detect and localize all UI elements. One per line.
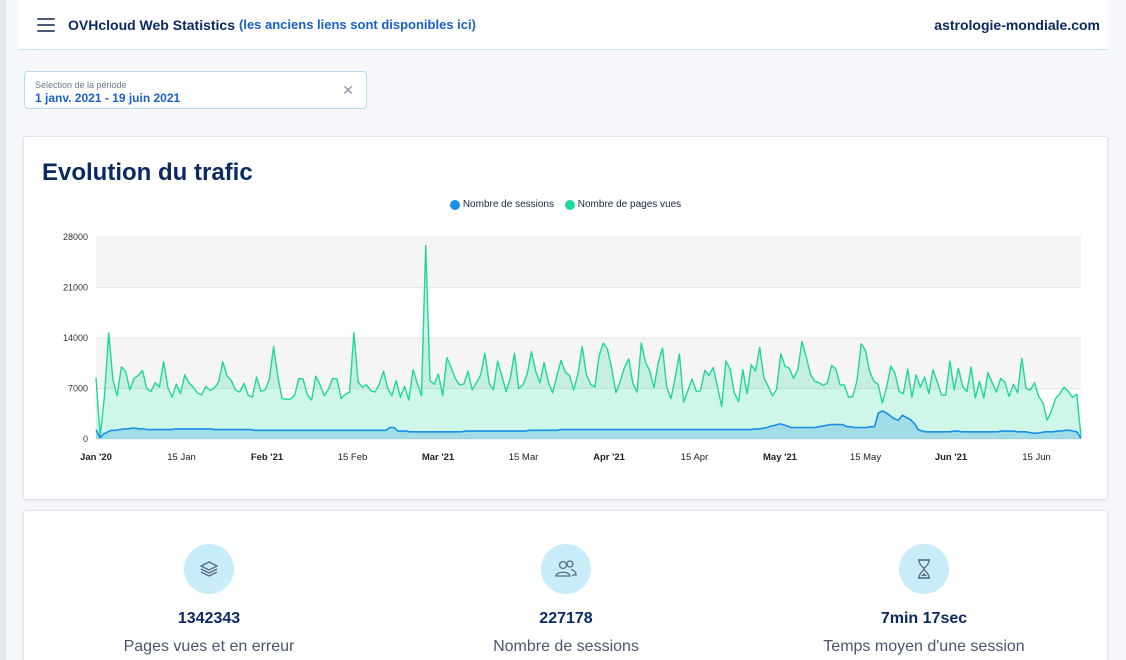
y-tick-label: 0 — [83, 434, 88, 444]
x-tick-label: 15 Jan — [167, 452, 196, 463]
period-selector[interactable]: Sélection de la période 1 janv. 2021 - 1… — [24, 71, 367, 109]
stat-label-pageviews: Pages vues et en erreur — [123, 638, 295, 655]
stat-value-sessions: 227178 — [539, 610, 593, 627]
stat-pageviews: 1342343 Pages vues et en erreur — [59, 511, 359, 656]
x-tick-label: Mar '21 — [422, 452, 455, 463]
hourglass-icon — [899, 544, 949, 594]
area-nombre-de-sessions — [96, 410, 1081, 439]
legend-label-pageviews: Nombre de pages vues — [577, 199, 682, 210]
left-sidebar-edge — [0, 0, 6, 660]
x-tick-label: Jan '20 — [80, 452, 112, 463]
site-name: astrologie-mondiale.com — [934, 16, 1100, 33]
legend-dot-sessions — [449, 199, 460, 210]
line-nombre-de-sessions — [95, 410, 1082, 439]
legacy-links-link[interactable]: (les anciens liens sont disponibles ici) — [239, 17, 476, 32]
period-label: Sélection de la période — [35, 80, 127, 90]
x-tick-label: May '21 — [763, 452, 798, 463]
y-tick-label: 21000 — [63, 283, 88, 293]
legend-item-pageviews[interactable]: Nombre de pages vues — [564, 199, 682, 210]
users-icon — [541, 544, 591, 594]
hamburger-menu-icon[interactable] — [37, 17, 55, 32]
stat-session-time: 7min 17sec Temps moyen d'une session — [774, 511, 1074, 656]
stat-label-session-time: Temps moyen d'une session — [823, 638, 1025, 655]
chart-title: Evolution du trafic — [42, 159, 253, 186]
x-tick-label: Apr '21 — [593, 452, 626, 463]
stat-value-pageviews: 1342343 — [177, 610, 241, 627]
stack-layers-icon — [184, 544, 234, 594]
y-tick-label: 7000 — [68, 384, 88, 394]
app-title: OVHcloud Web Statistics — [68, 16, 235, 33]
close-icon[interactable]: ✕ — [342, 82, 354, 98]
x-tick-label: 15 Jun — [1022, 452, 1051, 463]
legend-dot-pageviews — [564, 199, 575, 210]
line-nombre-de-pages-vues — [95, 245, 1082, 438]
x-tick-label: Feb '21 — [251, 452, 284, 463]
chart-legend: Nombre de sessions Nombre de pages vues — [24, 199, 1107, 213]
x-tick-label: 15 May — [850, 452, 881, 463]
area-nombre-de-pages-vues — [96, 245, 1081, 439]
x-tick-label: 15 Apr — [681, 452, 708, 463]
traffic-chart[interactable]: 28000 21000 14000 7000 0 Jan '20 15 Jan Feb '21… — [24, 137, 1109, 501]
traffic-chart-card: Evolution du trafic Nombre de sessions N… — [23, 136, 1108, 500]
x-tick-label: 15 Mar — [509, 452, 539, 463]
period-value: 1 janv. 2021 - 19 juin 2021 — [35, 91, 181, 105]
plot-band — [96, 237, 1081, 288]
y-tick-label: 14000 — [63, 333, 88, 343]
x-tick-label: Jun '21 — [935, 452, 968, 463]
y-tick-label: 28000 — [63, 232, 88, 242]
x-tick-label: 15 Feb — [338, 452, 368, 463]
legend-item-sessions[interactable]: Nombre de sessions — [449, 199, 554, 210]
top-header: OVHcloud Web Statistics (les anciens lie… — [18, 0, 1108, 50]
stats-card: 1342343 Pages vues et en erreur 227178 N… — [23, 510, 1108, 660]
stat-label-sessions: Nombre de sessions — [493, 638, 639, 655]
legend-label-sessions: Nombre de sessions — [462, 199, 554, 210]
stat-sessions: 227178 Nombre de sessions — [416, 511, 716, 656]
stat-value-session-time: 7min 17sec — [880, 610, 968, 627]
